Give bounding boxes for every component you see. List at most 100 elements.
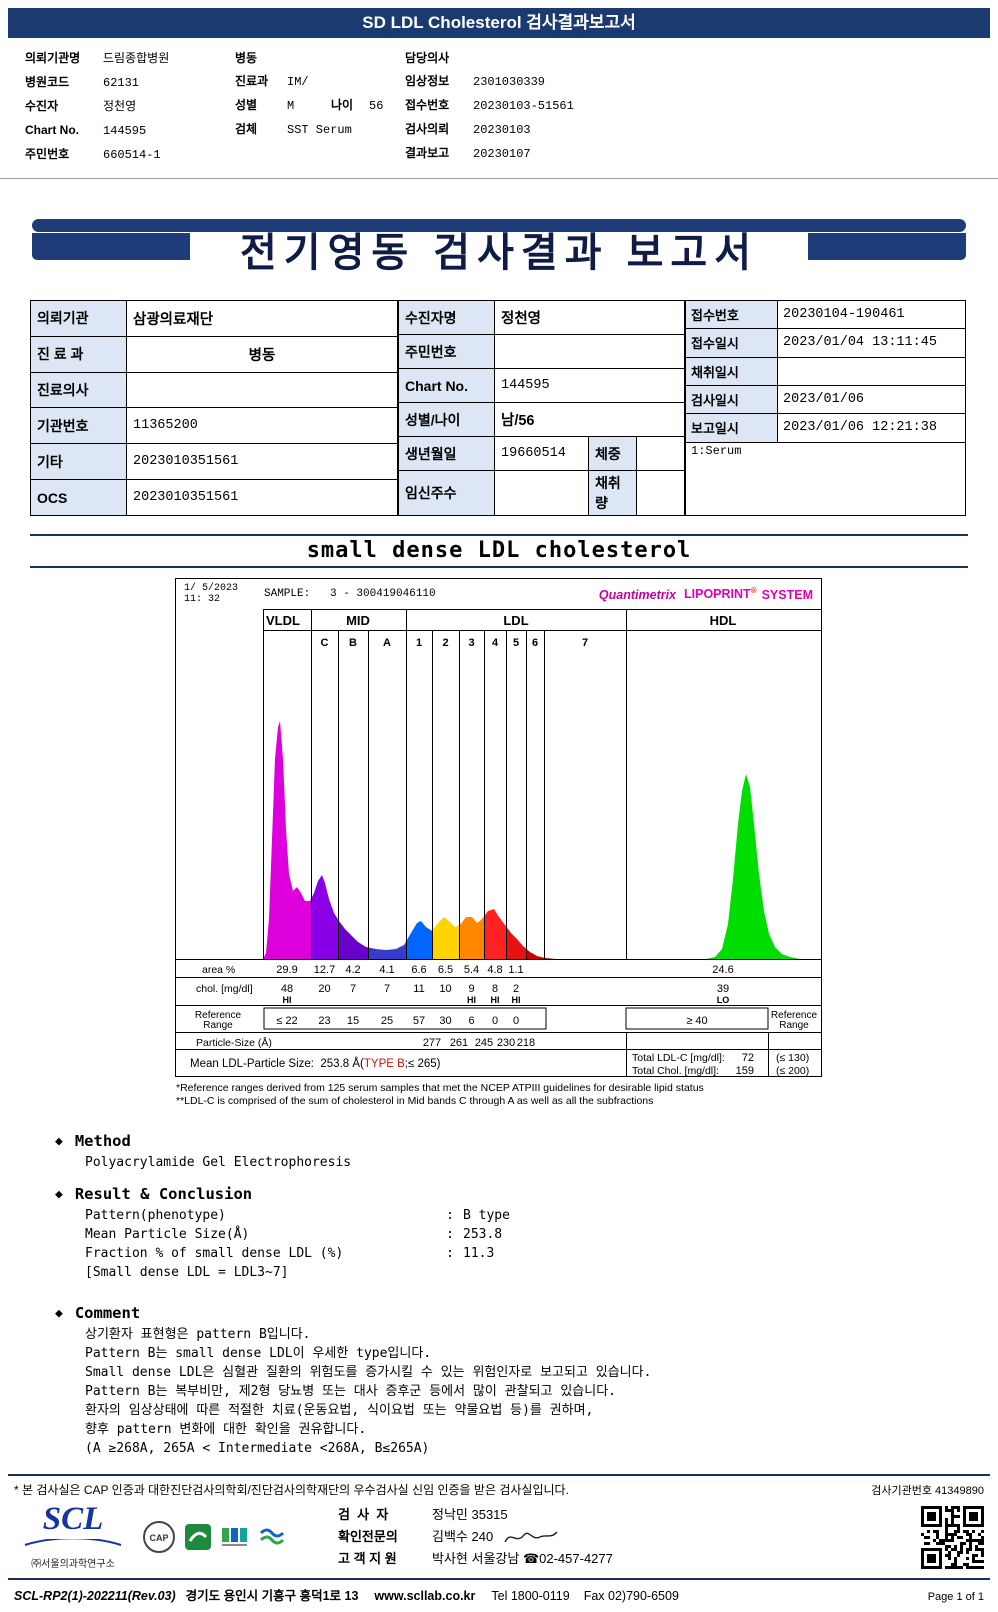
patient-field-value: 62131	[103, 76, 140, 90]
comment-line: 환자의 임상상태에 따른 적절한 치료(운동요법, 식이요법 또는 약물요법 등…	[85, 1403, 594, 1418]
chart-text: Range	[779, 1020, 809, 1031]
band-area-A	[368, 941, 406, 959]
patient-col-1: 의뢰기관명 드림종합병원 병원코드 62131 수진자 정천영 Chart No…	[25, 47, 235, 167]
chart-text: LDL	[503, 613, 528, 628]
patient-col-2: 병동 진료과 IM/ 성별 M 나이 56 검체 SST Serum	[235, 47, 405, 167]
chart-text: Total Chol. [mg/dl]:	[632, 1065, 719, 1076]
address: 경기도 용인시 기흥구 흥덕1로 13	[185, 1589, 359, 1603]
chart-text: 0	[513, 1015, 519, 1027]
chart-text: Range	[203, 1020, 233, 1031]
patient-field-label: 접수번호	[405, 98, 450, 112]
result-colon	[437, 1225, 463, 1244]
patient-field-value: 2301030339	[473, 75, 546, 89]
patient-field: 검사의뢰 20230103	[405, 118, 745, 142]
patient-field-value: 정천영	[103, 100, 137, 114]
chart-text: 25	[381, 1015, 393, 1027]
cap-accredited-icon: CAP	[143, 1521, 175, 1553]
lab-number: 검사기관번호 41349890	[871, 1485, 984, 1497]
patient-col-3: 담당의사 임상정보 2301030339 접수번호 20230103-51561…	[405, 47, 745, 167]
chart-text: 245	[475, 1037, 493, 1049]
chart-text: 7	[350, 983, 356, 995]
scl-org-name: ㈜서울의과학연구소	[31, 1559, 115, 1570]
info-table-right: 접수번호 20230104-190461 접수일시 2023/01/04 13:11…	[685, 299, 967, 517]
chart-text: 11	[413, 983, 424, 995]
result-note: [Small dense LDL = LDL3~7]	[85, 1265, 289, 1280]
chart-text: (≤ 130)	[776, 1052, 809, 1064]
chart-text: ≤ 22	[276, 1015, 297, 1027]
band-area-7	[544, 957, 626, 959]
chart-text: 9	[468, 983, 474, 995]
result-section: Result & Conclusion Pattern(phenotype) B …	[55, 1185, 998, 1282]
patient-field: 수진자 정천영	[25, 95, 235, 119]
chart-text: 6	[468, 1015, 474, 1027]
chart-text: (≤ 200)	[776, 1065, 809, 1076]
patient-header: 의뢰기관명 드림종합병원 병원코드 62131 수진자 정천영 Chart No…	[0, 38, 998, 179]
accreditation-note: * 본 검사실은 CAP 인증과 대한진단검사의학회/진단검사의학재단의 우수검…	[14, 1483, 569, 1497]
lipoprint-chart: 1/ 5/2023 11: 32 SAMPLE: 3 - 30041904611…	[175, 578, 822, 1077]
chart-text: 261	[450, 1037, 468, 1049]
patient-field-label: 수진자	[25, 99, 59, 113]
certification-logos: CAP	[142, 1520, 302, 1554]
patient-field-label: 결과보고	[405, 146, 450, 160]
chart-text: 1	[416, 637, 422, 649]
chart-text: 10	[439, 983, 451, 995]
chart-text: 30	[439, 1015, 451, 1027]
banner-bar	[32, 219, 966, 232]
patient-field-label: 병원코드	[25, 75, 70, 89]
chart-text: Total LDL-C [mg/dl]:	[632, 1052, 725, 1064]
chart-text: 159	[736, 1065, 754, 1076]
comment-line: 향후 pattern 변화에 대한 확인을 권유합니다.	[85, 1422, 367, 1437]
footnote: **LDL-C is comprised of the sum of chole…	[176, 1095, 654, 1107]
info-table-middle: 수진자명 정천영 주민번호 Chart No. 144595 성별/나이 남/56 생…	[398, 300, 686, 516]
patient-field-value: 144595	[103, 124, 147, 138]
chart-text: 39	[717, 983, 729, 995]
chart-text: 277	[423, 1037, 441, 1049]
patient-field-label: 담당의사	[405, 51, 450, 65]
chart-text: chol. [mg/dl]	[196, 983, 253, 995]
patient-field-value: 20230103	[473, 123, 531, 137]
chart-text: MID	[346, 613, 370, 628]
band-area-6	[526, 948, 544, 959]
band-area-C	[311, 875, 338, 959]
chart-text: 6	[532, 637, 538, 649]
patient-field-value: 20230103-51561	[473, 99, 574, 113]
doc-number: SCL-RP2(1)-202211(Rev.03)	[14, 1589, 176, 1603]
chart-text: 218	[517, 1037, 535, 1049]
website: www.scllab.co.kr	[374, 1589, 476, 1603]
chart-text: C	[321, 637, 329, 649]
reference-box-ldl	[263, 1007, 547, 1030]
patient-field: 담당의사	[405, 47, 745, 70]
comment-line: Pattern B는 복부비만, 제2형 당뇨병 또는 대사 증후군 등에서 많…	[85, 1384, 616, 1399]
staff-row: 고 객 지 원 박사현 서울강남 ☎02-457-4277	[338, 1551, 613, 1566]
cert-waves-icon	[259, 1528, 285, 1545]
result-value: 11.3	[463, 1246, 495, 1261]
report-banner: 전기영동 검사결과 보고서	[32, 219, 966, 276]
chart-text: HI	[491, 995, 500, 1005]
chart-text: 7	[384, 983, 390, 995]
patient-field: 성별 M 나이 56	[235, 98, 384, 113]
banner-right-block	[808, 233, 966, 260]
footnote: *Reference ranges derived from 125 serum…	[176, 1082, 704, 1094]
comment-line: (A ≥268A, 265A < Intermediate <268A, B≤2…	[85, 1441, 430, 1456]
fax: Fax 02)790-6509	[583, 1589, 679, 1603]
page-number: Page 1 of 1	[927, 1591, 984, 1603]
comment-line: 상기환자 표현형은 pattern B입니다.	[85, 1327, 311, 1342]
comment-section: Comment 상기환자 표현형은 pattern B입니다. Pattern B…	[55, 1304, 998, 1458]
chart-datetime: 1/ 5/2023 11: 32	[184, 583, 239, 605]
patient-field: 결과보고 20230107	[405, 142, 745, 166]
chart-text: 0	[492, 1015, 498, 1027]
method-body: Polyacrylamide Gel Electrophoresis	[85, 1155, 352, 1170]
banner-left-block	[32, 233, 190, 260]
comment-line: Small dense LDL은 심혈관 질환의 위험도를 증가시킬 수 있는 …	[85, 1365, 652, 1380]
result-colon	[437, 1244, 463, 1263]
chart-text: HI	[512, 995, 521, 1005]
chart-text: 57	[413, 1015, 425, 1027]
comment-heading: Comment	[55, 1304, 998, 1322]
report-title: SD LDL Cholesterol 검사결과보고서	[8, 8, 990, 38]
chart-text: 72	[742, 1052, 754, 1064]
scl-swoosh-icon	[24, 1537, 122, 1546]
chart-text: VLDL	[266, 613, 300, 628]
cert-eqa-icon	[222, 1528, 247, 1546]
chart-sample-id: SAMPLE: 3 - 300419046110	[264, 588, 436, 600]
